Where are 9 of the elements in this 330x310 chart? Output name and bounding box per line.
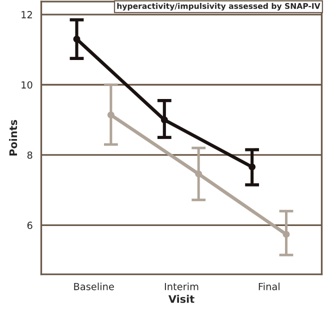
x-axis-title: Visit (168, 294, 194, 303)
y-tick-label: 10 (22, 81, 32, 89)
x-tick-label: Baseline (74, 282, 114, 290)
x-tick-label: Interim (164, 282, 198, 290)
y-tick-label: 6 (27, 222, 32, 230)
y-tick-label: 12 (22, 11, 32, 18)
x-tick-label: Final (258, 282, 280, 290)
y-axis-title: Points (9, 120, 18, 156)
y-tick-label: 8 (27, 151, 32, 159)
